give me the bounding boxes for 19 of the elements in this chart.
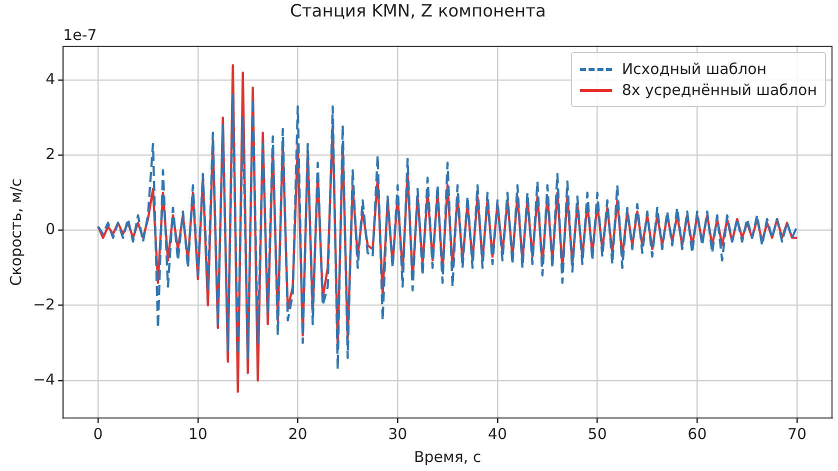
x-tick-label: 20 bbox=[288, 424, 308, 443]
chart-title: Станция KMN, Z компонента bbox=[290, 2, 546, 22]
x-tick-label: 30 bbox=[388, 424, 408, 443]
y-tick-label: −4 bbox=[32, 370, 56, 388]
y-axis-title: Скорость, м/с bbox=[6, 178, 25, 286]
x-tick-label: 10 bbox=[188, 424, 208, 443]
x-tick-label: 40 bbox=[488, 424, 508, 443]
x-axis-title: Время, с bbox=[414, 448, 482, 466]
legend-label: Исходный шаблон bbox=[622, 60, 767, 78]
x-tick-label: 60 bbox=[688, 424, 707, 443]
y-tick-label: −2 bbox=[32, 295, 56, 314]
x-tick-label: 0 bbox=[93, 424, 103, 443]
y-tick-label: 2 bbox=[46, 145, 56, 164]
text: 1e-7 bbox=[63, 26, 97, 44]
x-tick-label: 50 bbox=[588, 424, 607, 443]
y-tick-label: 0 bbox=[46, 220, 56, 238]
x-tick-label: 70 bbox=[788, 424, 807, 443]
legend-label: 8х усреднённый шаблон bbox=[622, 81, 817, 100]
y-tick-label: 4 bbox=[46, 70, 56, 88]
